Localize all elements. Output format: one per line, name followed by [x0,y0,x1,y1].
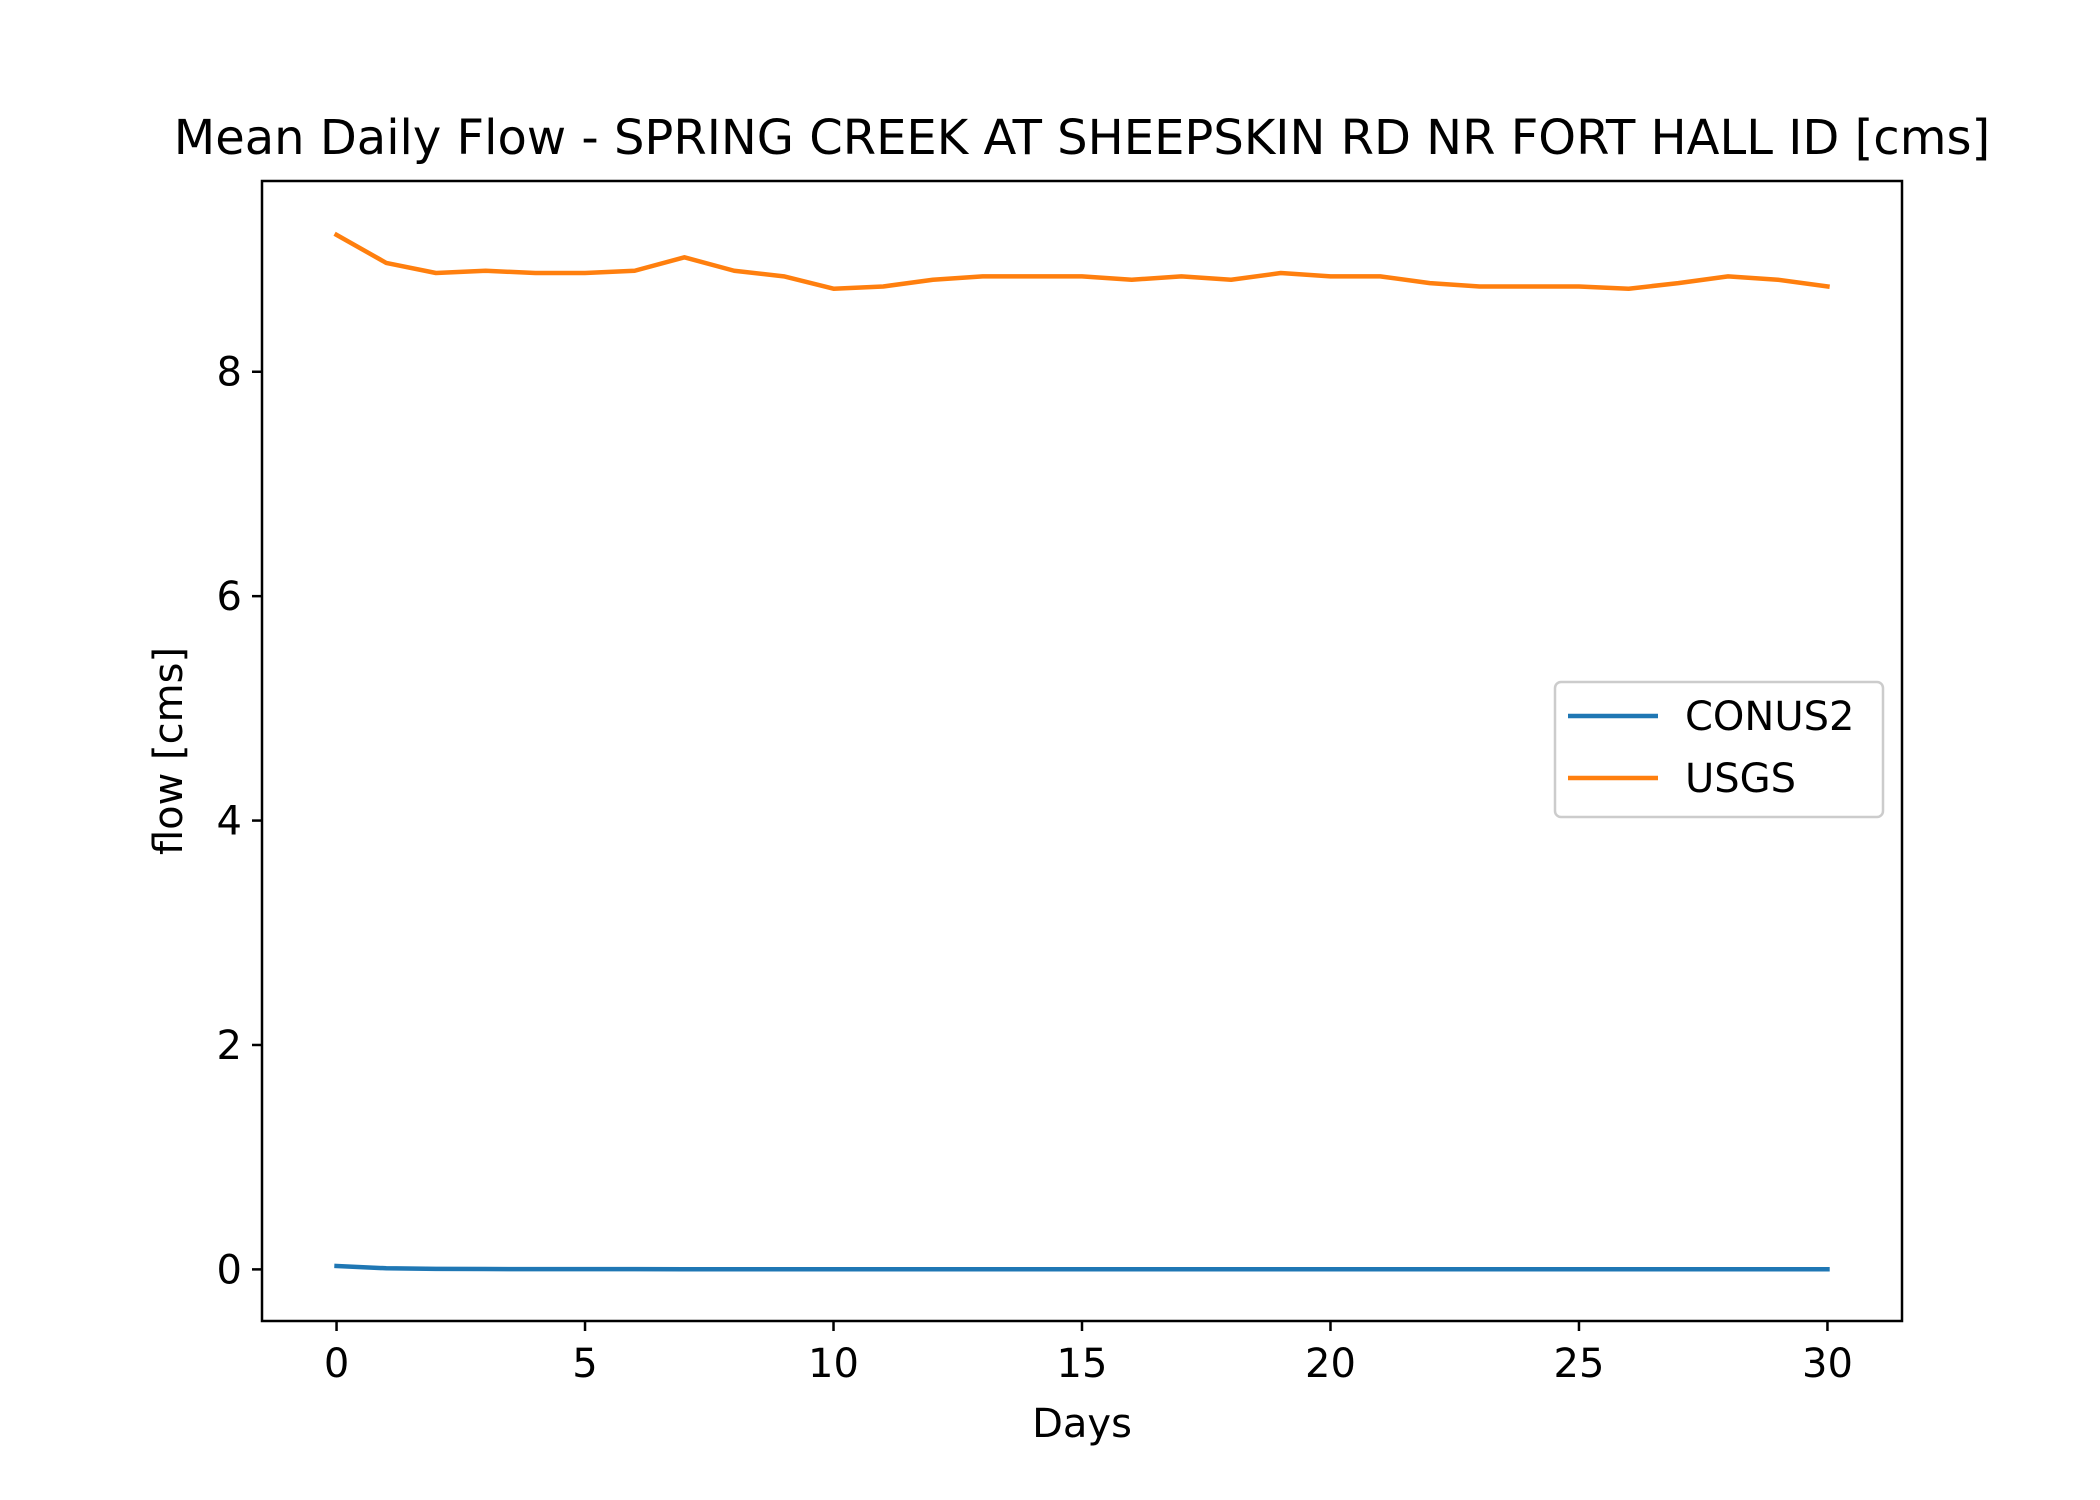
legend: CONUS2 USGS [1553,680,1885,819]
y-tick-label: 4 [217,799,242,845]
x-tick-label: 0 [324,1341,349,1387]
y-axis-label: flow [cms] [146,647,192,855]
y-axis: 0 2 4 6 8 [217,350,262,1293]
y-tick-label: 2 [217,1023,242,1069]
y-tick-label: 0 [217,1247,242,1293]
legend-label-conus2: CONUS2 [1685,694,1854,740]
x-tick-label: 5 [572,1341,597,1387]
x-tick-label: 15 [1057,1341,1108,1387]
x-tick-label: 25 [1554,1341,1605,1387]
series-line-conus2 [334,1263,1830,1272]
x-tick-label: 30 [1802,1341,1853,1387]
series-lines [333,231,1830,1272]
x-axis-label: Days [1032,1401,1132,1447]
legend-label-usgs: USGS [1685,756,1796,802]
series-line-usgs [333,231,1830,291]
chart-title: Mean Daily Flow - SPRING CREEK AT SHEEPS… [174,110,1990,166]
y-tick-label: 6 [217,574,242,620]
x-tick-label: 20 [1305,1341,1356,1387]
x-axis: 0 5 10 15 20 25 30 [324,1321,1853,1387]
x-tick-label: 10 [808,1341,859,1387]
y-tick-label: 8 [217,350,242,396]
